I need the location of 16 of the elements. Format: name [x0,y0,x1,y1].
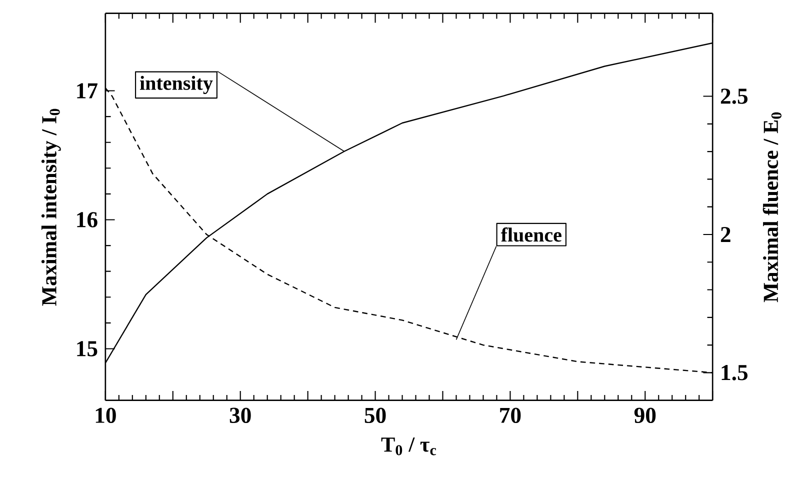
y-tick-label: 17 [77,83,98,98]
x-tick-label: 30 [230,408,251,423]
y2-tick-label: 2.5 [720,88,748,104]
y2-tick-label: 2 [720,226,730,242]
y-axis-title: Maximal intensity / I$_{0}$ [41,108,61,306]
x-tick-label: 10 [96,408,116,423]
x-axis-title: T$_{0}$ / τ$_{c}$ [381,437,436,455]
x-tick-label: 90 [634,408,656,423]
y2-tick-label: 1.5 [722,364,748,380]
annotation: intensity [140,76,213,94]
y2-axis-title: Maximal fluence / E$_{0}$ [762,112,782,302]
x-tick-label: 50 [364,408,386,423]
x-tick-label: 70 [500,408,521,423]
y-tick-label: 15 [77,340,98,356]
annotation: fluence [500,227,562,242]
y-tick-label: 16 [77,212,98,228]
